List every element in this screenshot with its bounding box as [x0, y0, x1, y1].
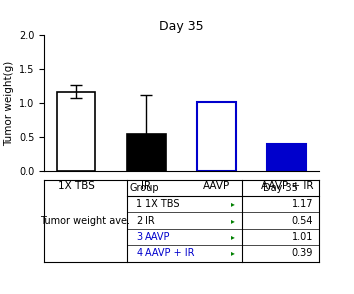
Text: 1: 1	[136, 199, 142, 209]
Title: Day 35: Day 35	[159, 20, 204, 33]
Text: ▸: ▸	[231, 199, 235, 208]
Text: Group: Group	[129, 183, 159, 193]
Text: Tumor weight ave.: Tumor weight ave.	[40, 216, 130, 225]
Text: 3: 3	[136, 232, 142, 242]
Text: ▸: ▸	[231, 232, 235, 241]
Text: Day 35: Day 35	[263, 183, 298, 193]
Text: 1X TBS: 1X TBS	[145, 199, 180, 209]
Bar	[57, 91, 95, 171]
Text: 1.17: 1.17	[292, 199, 313, 209]
Text: 4: 4	[136, 248, 142, 258]
Bar	[268, 144, 306, 171]
Text: 2: 2	[136, 216, 142, 225]
Text: ▸: ▸	[231, 216, 235, 225]
Bar	[197, 102, 236, 171]
Text: IR: IR	[145, 216, 155, 225]
Text: 0.39: 0.39	[292, 248, 313, 258]
Y-axis label: Tumor weight(g): Tumor weight(g)	[4, 61, 13, 146]
Bar	[127, 134, 166, 171]
Text: AAVP: AAVP	[145, 232, 171, 242]
Text: ▸: ▸	[231, 248, 235, 258]
Text: AAVP + IR: AAVP + IR	[145, 248, 195, 258]
Text: 0.54: 0.54	[292, 216, 313, 225]
Text: 1.01: 1.01	[292, 232, 313, 242]
